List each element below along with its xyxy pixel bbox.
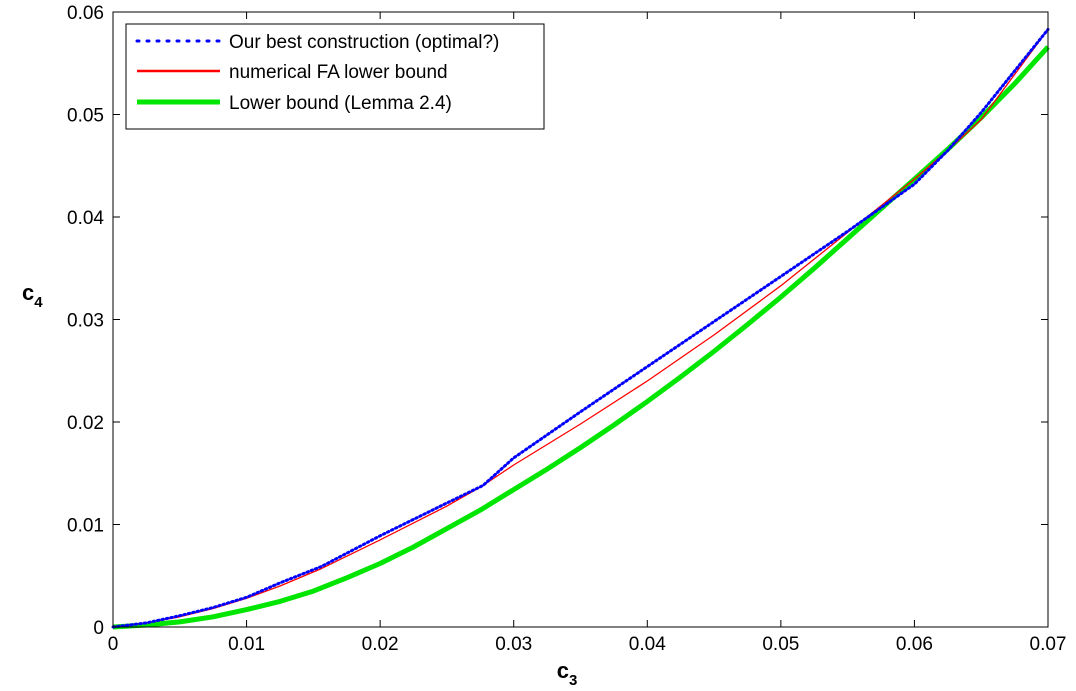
series-layer xyxy=(111,27,1050,630)
x-tick-label: 0.04 xyxy=(629,634,666,655)
y-tick-label: 0.02 xyxy=(67,413,104,434)
y-tick-label: 0 xyxy=(93,618,104,639)
legend-label-lemma-bound: Lower bound (Lemma 2.4) xyxy=(229,93,452,114)
x-axis-label-subscript: 3 xyxy=(569,672,577,689)
y-tick-label: 0.06 xyxy=(67,3,104,24)
x-tick-label: 0 xyxy=(108,634,119,655)
series-line-construction xyxy=(111,27,1050,629)
series-line-lemma-bound xyxy=(112,45,1050,630)
x-axis-label: c3 xyxy=(557,658,578,689)
y-axis-label-subscript: 4 xyxy=(34,294,43,311)
legend-label-construction: Our best construction (optimal?) xyxy=(229,32,499,53)
y-tick-label: 0.03 xyxy=(67,311,104,332)
x-tick-label: 0.03 xyxy=(495,634,532,655)
y-axis-label: c4 xyxy=(22,280,43,311)
ticks-layer: 0 0.01 0.02 0.03 0.04 0.05 0.06 0.07 0 0.01 0.02 0.… xyxy=(67,3,1066,655)
x-tick-label: 0.01 xyxy=(228,634,265,655)
x-tick-label: 0.06 xyxy=(896,634,933,655)
y-tick-label: 0.01 xyxy=(67,516,104,537)
legend-label-fa-bound: numerical FA lower bound xyxy=(229,62,448,83)
x-axis-label-main: c xyxy=(557,658,569,683)
y-tick-label: 0.04 xyxy=(67,208,104,229)
y-axis-label-main: c xyxy=(22,280,34,305)
x-tick-label: 0.05 xyxy=(762,634,799,655)
x-tick-label: 0.02 xyxy=(362,634,399,655)
legend: Our best construction (optimal?) numeric… xyxy=(125,23,545,130)
x-tick-label: 0.07 xyxy=(1030,634,1067,655)
y-tick-label: 0.05 xyxy=(67,106,104,127)
